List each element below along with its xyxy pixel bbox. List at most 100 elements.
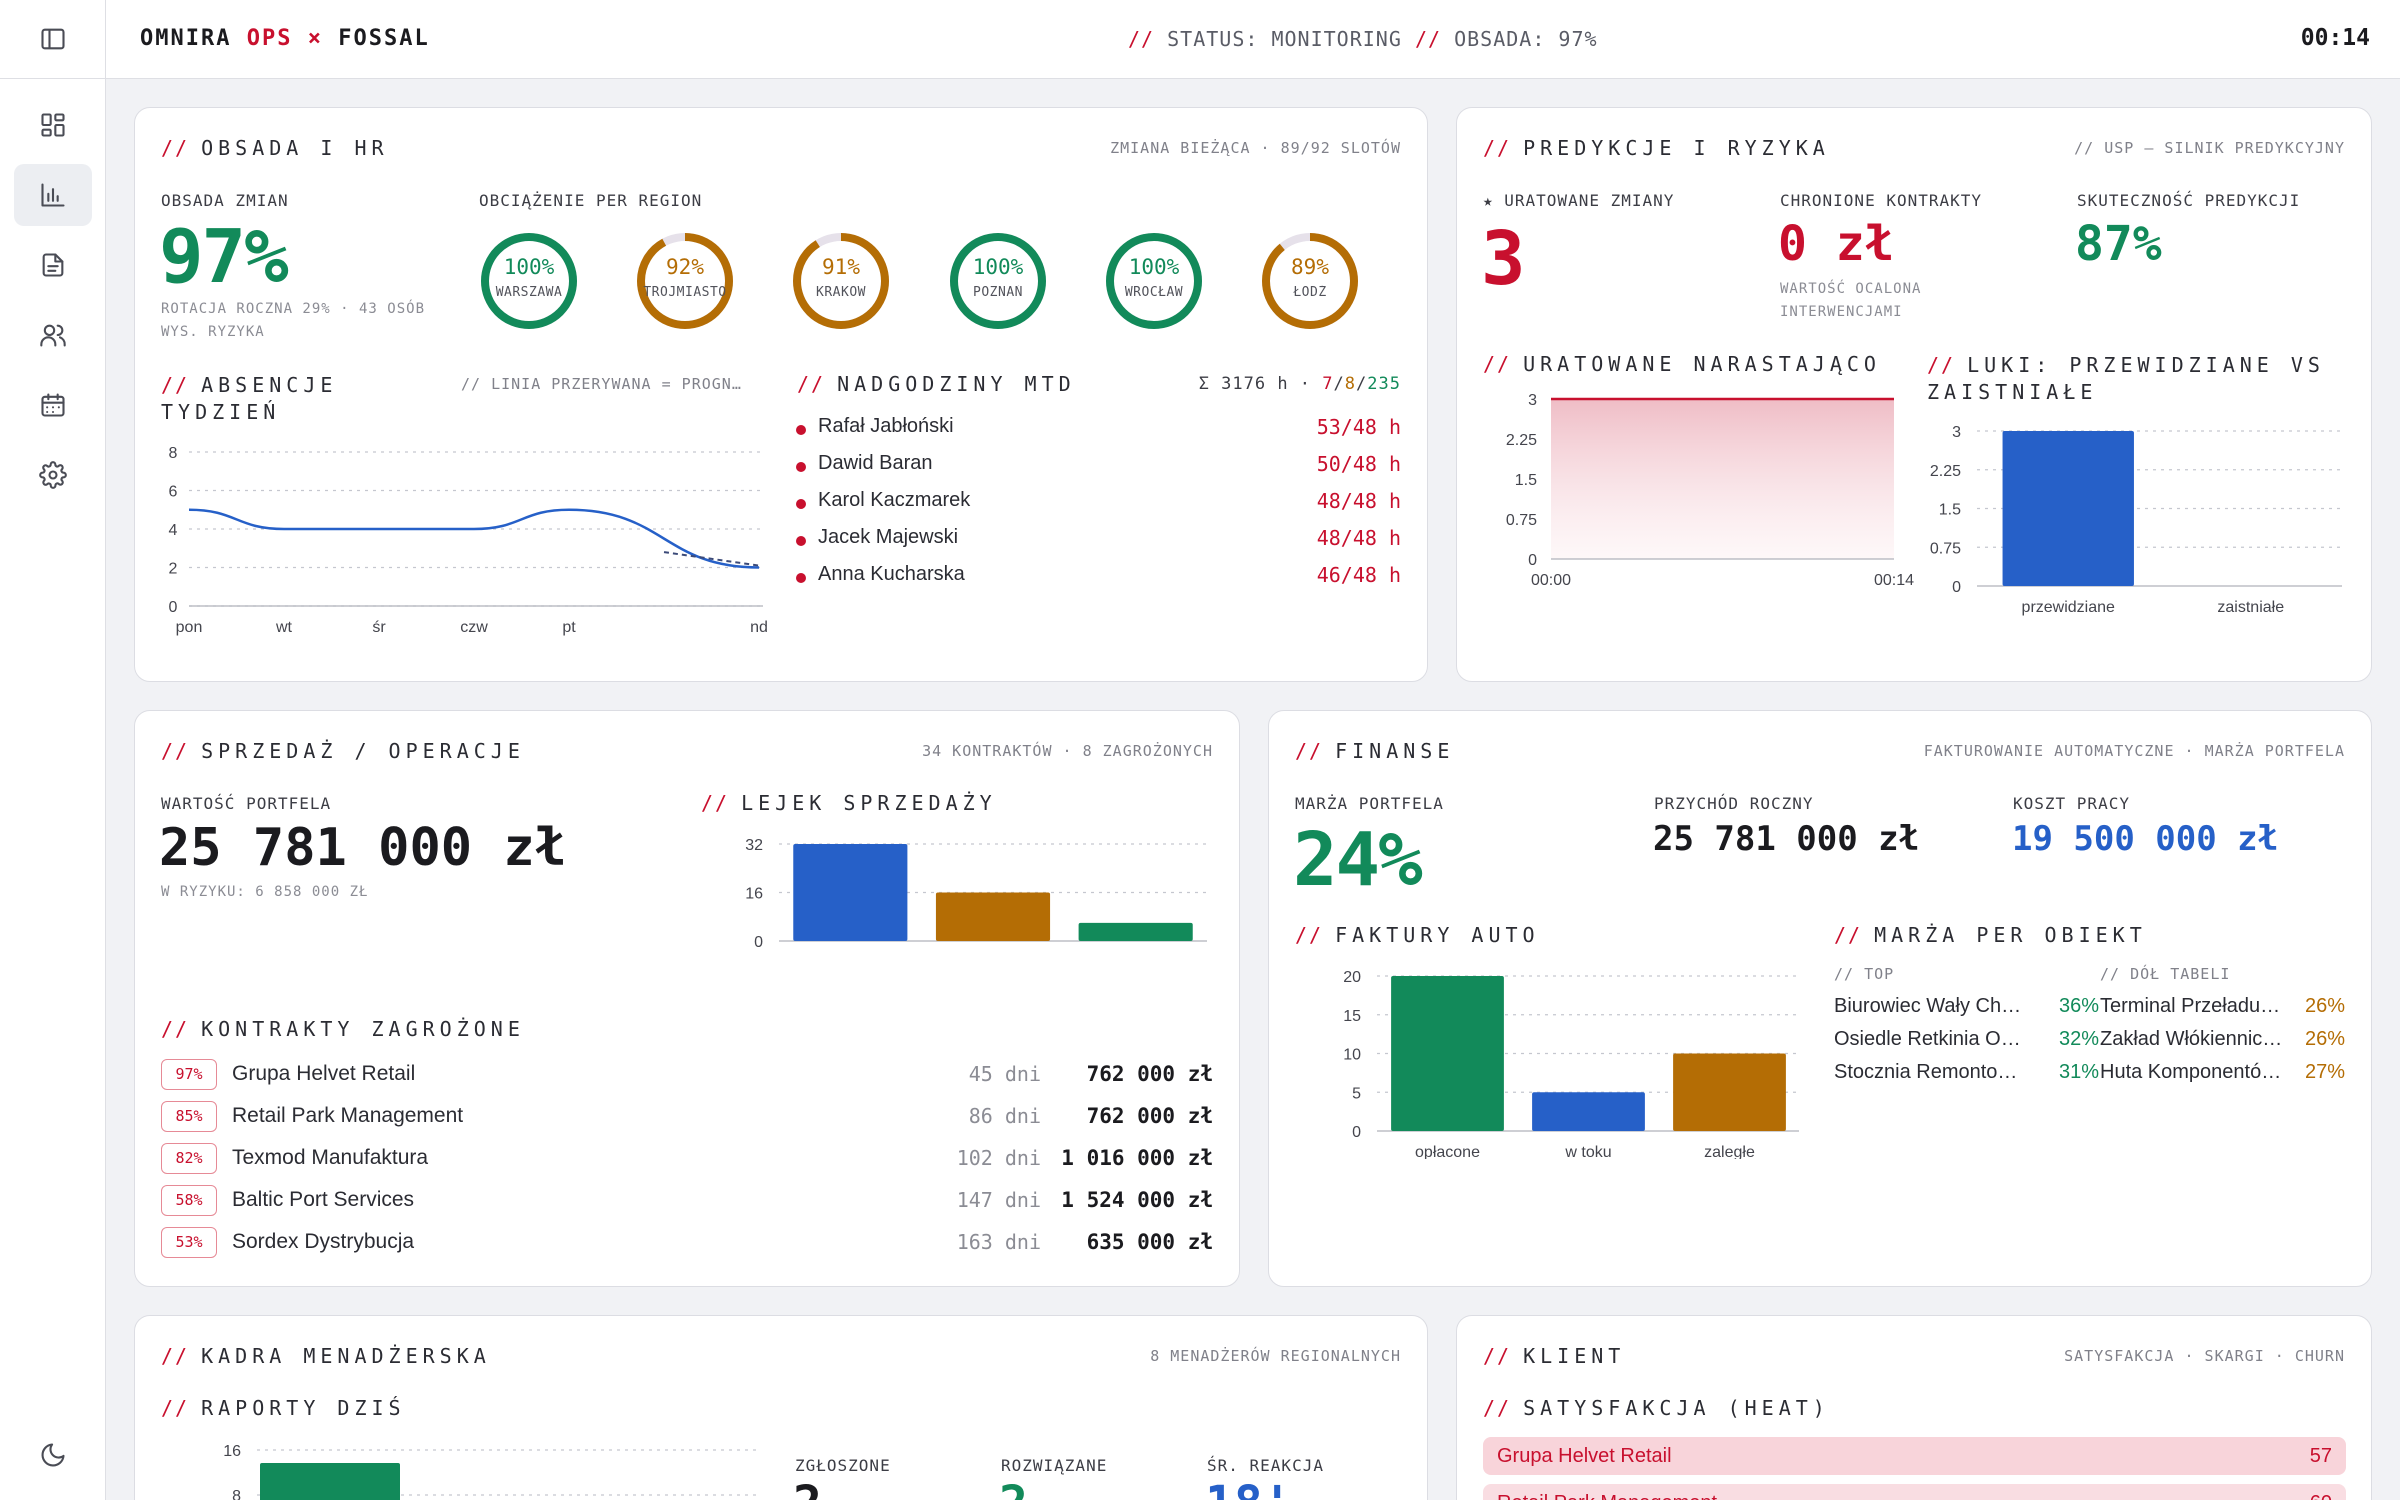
overtime-a: 7	[1322, 374, 1334, 394]
gaps-x-tick: przewidziane	[2022, 599, 2115, 616]
heat-value: 60	[2310, 1492, 2332, 1500]
gaps-x-tick: zaistniałe	[2217, 599, 2284, 616]
staffing-label: OBSADA ZMIAN	[161, 191, 289, 210]
donut-arc	[950, 233, 1046, 329]
absence-note: // LINIA PRZERYWANA = PROGN…	[461, 375, 742, 393]
staffing-prefix: //	[1414, 27, 1442, 51]
absence-y-tick: 6	[169, 484, 178, 501]
invoices-title-text: FAKTURY AUTO	[1335, 923, 1540, 947]
moon-icon	[41, 1443, 65, 1467]
funnel-y-tick: 16	[745, 886, 763, 903]
status-line: // STATUS: MONITORING // OBSADA: 97%	[1128, 27, 1598, 51]
donut-ring	[481, 233, 577, 329]
nav-documents[interactable]	[14, 234, 92, 296]
overtime-value: 48/48 h	[1316, 489, 1401, 513]
document-icon	[42, 253, 64, 277]
gaps-y-tick: 3	[1952, 424, 1961, 441]
risk-badge: 53%	[161, 1227, 217, 1258]
card-title-text: KLIENT	[1523, 1344, 1626, 1368]
nav-users[interactable]	[14, 304, 92, 366]
donut-percent: 100%	[1128, 255, 1180, 279]
absence-title-text: ABSENCJE TYDZIEŃ	[161, 373, 338, 424]
donut-city: ŁÓDŹ	[1293, 285, 1327, 300]
cumulative-y-tick: 1.5	[1515, 472, 1537, 489]
invoices-x-tick: opłacone	[1415, 1144, 1480, 1159]
accuracy-value: 87%	[2075, 216, 2162, 272]
margin-obj-title-text: MARŻA PER OBIEKT	[1874, 923, 2147, 947]
card-predictions: //PREDYKCJE I RYZYKA // USP — SILNIK PRE…	[1456, 107, 2372, 682]
risk-badge: 85%	[161, 1101, 217, 1132]
nav-settings[interactable]	[14, 444, 92, 506]
absence-y-tick: 4	[169, 522, 178, 539]
card-title: //SPRZEDAŻ / OPERACJE	[161, 739, 525, 763]
brand-logo: OMNIRA OPS × FOSSAL	[140, 26, 430, 51]
contract-days: 45 dni	[968, 1062, 1041, 1086]
contracts-title: //KONTRAKTY ZAGROŻONE	[161, 1017, 525, 1041]
card-sales: //SPRZEDAŻ / OPERACJE 34 KONTRAKTÓW · 8 …	[134, 710, 1240, 1287]
invoices-y-tick: 20	[1343, 969, 1361, 986]
cumulative-x-tick: 00:00	[1531, 572, 1571, 589]
gaps-y-tick: 0.75	[1930, 540, 1961, 557]
margin-value: 24%	[1293, 817, 1423, 903]
funnel-chart: 01632leadynegocj.podpis.	[745, 837, 1207, 949]
donut-arc	[637, 233, 733, 329]
nav-analytics[interactable]	[14, 164, 92, 226]
overtime-value: 46/48 h	[1316, 563, 1401, 587]
contract-amount: 635 000 zł	[1086, 1230, 1213, 1254]
margin-top-pct: 36%	[2058, 995, 2099, 1017]
donut-arc	[793, 233, 889, 329]
reports-y-tick: 16	[223, 1443, 241, 1460]
resolved-value: 2	[999, 1476, 1028, 1500]
reports-y-tick: 8	[232, 1488, 241, 1500]
donut-city: WROCŁAW	[1124, 285, 1184, 300]
margin-label: MARŻA PORTFELA	[1295, 794, 1444, 813]
donut-ring	[950, 233, 1046, 329]
donut-city: POZNAŃ	[973, 285, 1023, 300]
gaps-y-tick: 2.25	[1930, 463, 1961, 480]
card-staffing-hr: //OBSADA I HR ZMIANA BIEŻĄCA · 89/92 SLO…	[134, 107, 1428, 682]
overtime-title: //NADGODZINY MTD	[797, 372, 1076, 396]
margin-bottom-pct: 26%	[2304, 1028, 2345, 1050]
region-donut: 100% WARSZAWA	[479, 231, 579, 331]
sidebar-toggle-button[interactable]	[0, 0, 105, 79]
nav-calendar[interactable]	[14, 374, 92, 436]
overtime-dot	[796, 425, 806, 435]
margin-bottom-name: Huta Komponentó…	[2100, 1061, 2282, 1083]
risk-badge: 97%	[161, 1059, 217, 1090]
heat-row: Retail Park Management 60	[1483, 1484, 2346, 1500]
nav-dashboard[interactable]	[14, 94, 92, 156]
margin-top-pct: 31%	[2058, 1061, 2099, 1083]
margin-bottom-pct: 26%	[2304, 995, 2345, 1017]
margin-bottom-pct: 27%	[2304, 1061, 2345, 1083]
contract-amount: 1 524 000 zł	[1061, 1188, 1213, 1212]
contract-days: 147 dni	[956, 1188, 1041, 1212]
reaction-value: 18'	[1205, 1476, 1292, 1500]
card-meta: ZMIANA BIEŻĄCA · 89/92 SLOTÓW	[1110, 139, 1401, 157]
card-title: //PREDYKCJE I RYZYKA	[1483, 136, 1830, 160]
gaps-y-tick: 0	[1952, 579, 1961, 596]
card-title: //FINANSE	[1295, 739, 1455, 763]
contract-name: Texmod Manufaktura	[232, 1146, 429, 1169]
cumulative-x-tick: 00:14	[1874, 572, 1914, 589]
reported-label: ZGŁOSZONE	[795, 1456, 891, 1475]
donut-ring	[1262, 233, 1358, 329]
contracts-title-text: KONTRAKTY ZAGROŻONE	[201, 1017, 525, 1041]
contract-amount: 1 016 000 zł	[1061, 1146, 1213, 1170]
overtime-name: Karol Kaczmarek	[818, 489, 971, 511]
overtime-value: 50/48 h	[1316, 452, 1401, 476]
absence-y-tick: 2	[169, 561, 178, 578]
donut-arc	[1262, 233, 1358, 329]
cumulative-title: //URATOWANE NARASTAJĄCO	[1483, 352, 1881, 376]
revenue-value: 25 781 000 zł	[1653, 819, 1920, 859]
donut-percent: 92%	[666, 255, 704, 279]
region-donut: 100% WROCŁAW	[1104, 231, 1204, 331]
invoices-bar	[1532, 1092, 1645, 1131]
theme-toggle-button[interactable]	[14, 1424, 92, 1486]
brand-partner: FOSSAL	[338, 26, 430, 51]
clock: 00:14	[2300, 25, 2370, 51]
card-title: //KLIENT	[1483, 1344, 1626, 1368]
top-label: // TOP	[1834, 965, 1895, 983]
overtime-name: Dawid Baran	[818, 452, 933, 474]
funnel-y-tick: 0	[754, 934, 763, 949]
overtime-name: Jacek Majewski	[818, 526, 959, 548]
